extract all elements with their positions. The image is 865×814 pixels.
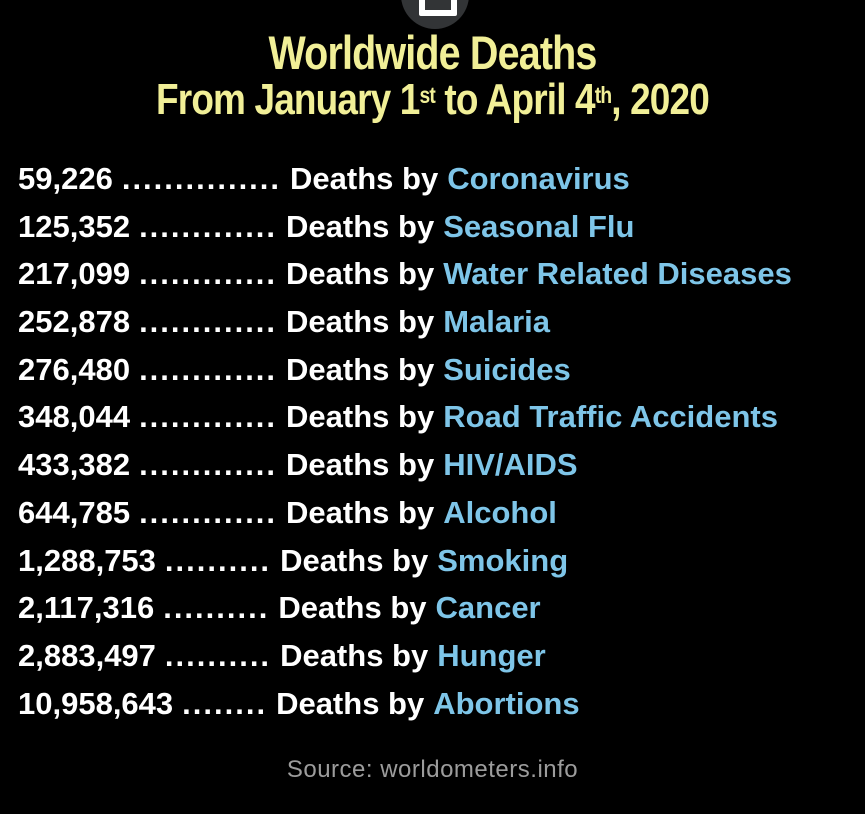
death-count: 433,382 <box>18 447 131 483</box>
death-cause: Road Traffic Accidents <box>443 399 778 435</box>
deaths-by-label: Deaths by <box>280 637 429 673</box>
death-count: 348,044 <box>18 399 131 435</box>
subtitle-superscript-st: st <box>419 81 436 108</box>
subtitle-text-1: From January 1 <box>156 75 420 125</box>
dot-leader: ............... <box>121 161 282 196</box>
death-cause: Cancer <box>435 590 541 626</box>
death-cause: HIV/AIDS <box>443 447 578 483</box>
deaths-by-label: Deaths by <box>286 447 435 483</box>
top-circle-button[interactable] <box>401 0 469 29</box>
square-icon <box>419 0 457 16</box>
death-row: 1,288,753.......... Deaths by Smoking <box>18 537 855 585</box>
page-subtitle: From January 1st to April 4th, 2020 <box>69 77 796 123</box>
dot-leader: .......... <box>163 590 270 626</box>
death-count: 2,883,497 <box>18 637 156 673</box>
death-count: 276,480 <box>18 351 131 387</box>
deaths-by-label: Deaths by <box>286 399 435 435</box>
death-cause: Coronavirus <box>447 161 630 196</box>
dot-leader: ............. <box>139 256 278 292</box>
subtitle-text-3: , 2020 <box>611 75 710 125</box>
death-row: 644,785............. Deaths by Alcohol <box>18 489 855 537</box>
death-cause: Malaria <box>443 304 551 340</box>
deaths-by-label: Deaths by <box>286 304 435 340</box>
death-row: 125,352............. Deaths by Seasonal Fl… <box>18 203 855 251</box>
deaths-by-label: Deaths by <box>278 590 427 626</box>
deaths-by-label: Deaths by <box>286 494 435 530</box>
dot-leader: ............. <box>139 494 278 530</box>
death-count: 2,117,316 <box>18 590 155 626</box>
death-cause: Abortions <box>433 685 580 721</box>
death-count: 217,099 <box>18 256 131 292</box>
deaths-by-label: Deaths by <box>280 542 429 578</box>
dot-leader: .......... <box>164 637 272 673</box>
death-row: 252,878............. Deaths by Malaria <box>18 298 855 346</box>
deaths-by-label: Deaths by <box>290 161 439 196</box>
death-row: 217,099............. Deaths by Water Relat… <box>18 250 855 298</box>
dot-leader: ........ <box>182 685 268 721</box>
death-row: 2,883,497.......... Deaths by Hunger <box>18 632 855 680</box>
source-credit: Source: worldometers.info <box>286 756 579 783</box>
death-row: 10,958,643........ Deaths by Abortions <box>18 680 855 728</box>
subtitle-superscript-th: th <box>594 81 612 108</box>
death-cause: Water Related Diseases <box>443 256 792 292</box>
dot-leader: ............. <box>139 351 278 387</box>
dot-leader: ............. <box>139 447 278 483</box>
death-count: 125,352 <box>18 208 131 244</box>
deaths-by-label: Deaths by <box>286 208 435 244</box>
death-count: 59,226 <box>18 161 113 196</box>
death-cause: Alcohol <box>443 494 557 530</box>
deaths-by-label: Deaths by <box>276 685 425 721</box>
subtitle-text-2: to April 4 <box>434 75 595 125</box>
death-cause: Suicides <box>443 351 571 387</box>
dot-leader: ............. <box>139 399 278 435</box>
death-count: 10,958,643 <box>18 685 174 721</box>
page-title: Worldwide Deaths <box>268 26 597 79</box>
death-row: 348,044............. Deaths by Road Traffi… <box>18 393 855 441</box>
death-count: 252,878 <box>18 304 131 340</box>
death-count: 1,288,753 <box>18 542 156 578</box>
death-row: 433,382............. Deaths by HIV/AIDS <box>18 441 855 489</box>
dot-leader: .......... <box>164 542 272 578</box>
deaths-by-label: Deaths by <box>286 256 435 292</box>
title-block: Worldwide Deaths From January 1st to Apr… <box>0 28 865 124</box>
dot-leader: ............. <box>139 304 278 340</box>
death-cause: Seasonal Flu <box>443 208 635 244</box>
death-cause: Hunger <box>437 637 546 673</box>
dot-leader: ............. <box>139 208 278 244</box>
death-cause: Smoking <box>437 542 569 578</box>
death-row: 59,226............... Deaths by Coronaviru… <box>18 155 855 203</box>
death-count: 644,785 <box>18 494 131 530</box>
death-row: 276,480............. Deaths by Suicides <box>18 346 855 394</box>
deaths-by-label: Deaths by <box>286 351 435 387</box>
death-row: 2,117,316.......... Deaths by Cancer <box>18 584 855 632</box>
death-list: 59,226............... Deaths by Coronaviru… <box>18 155 855 727</box>
